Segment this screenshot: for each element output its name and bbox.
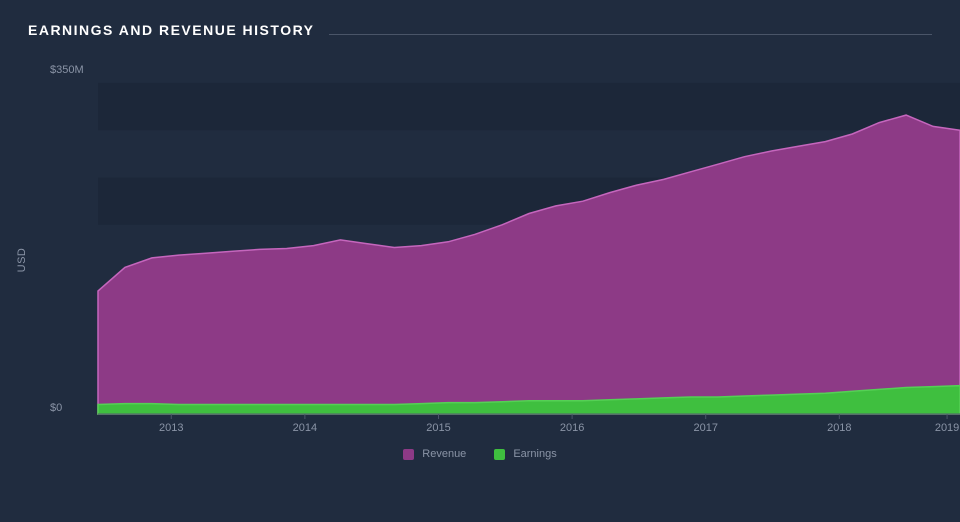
x-tick-label: 2018 <box>827 422 851 434</box>
y-axis-label: USD <box>16 248 28 273</box>
legend-item-revenue: Revenue <box>403 448 466 460</box>
plot-region <box>98 64 932 414</box>
x-tick-label: 2017 <box>693 422 717 434</box>
chart-container: EARNINGS AND REVENUE HISTORY USD $350M $… <box>0 0 960 522</box>
legend-swatch-revenue <box>403 449 414 460</box>
area-chart-svg <box>98 64 960 414</box>
chart-title: EARNINGS AND REVENUE HISTORY <box>28 22 329 38</box>
legend-item-earnings: Earnings <box>494 448 556 460</box>
x-tick-label: 2013 <box>159 422 183 434</box>
x-tick-label: 2019 <box>935 422 959 434</box>
x-tick-label: 2014 <box>293 422 317 434</box>
legend-swatch-earnings <box>494 449 505 460</box>
x-tick-label: 2015 <box>426 422 450 434</box>
y-tick-top: $350M <box>50 64 84 76</box>
legend: Revenue Earnings <box>28 448 932 460</box>
title-underline <box>329 34 932 35</box>
y-tick-bottom: $0 <box>50 402 62 414</box>
legend-label-revenue: Revenue <box>422 448 466 460</box>
legend-label-earnings: Earnings <box>513 448 556 460</box>
x-tick-label: 2016 <box>560 422 584 434</box>
chart-area: USD $350M $0 201320142015201620172018201… <box>28 50 932 470</box>
title-row: EARNINGS AND REVENUE HISTORY <box>28 22 932 38</box>
